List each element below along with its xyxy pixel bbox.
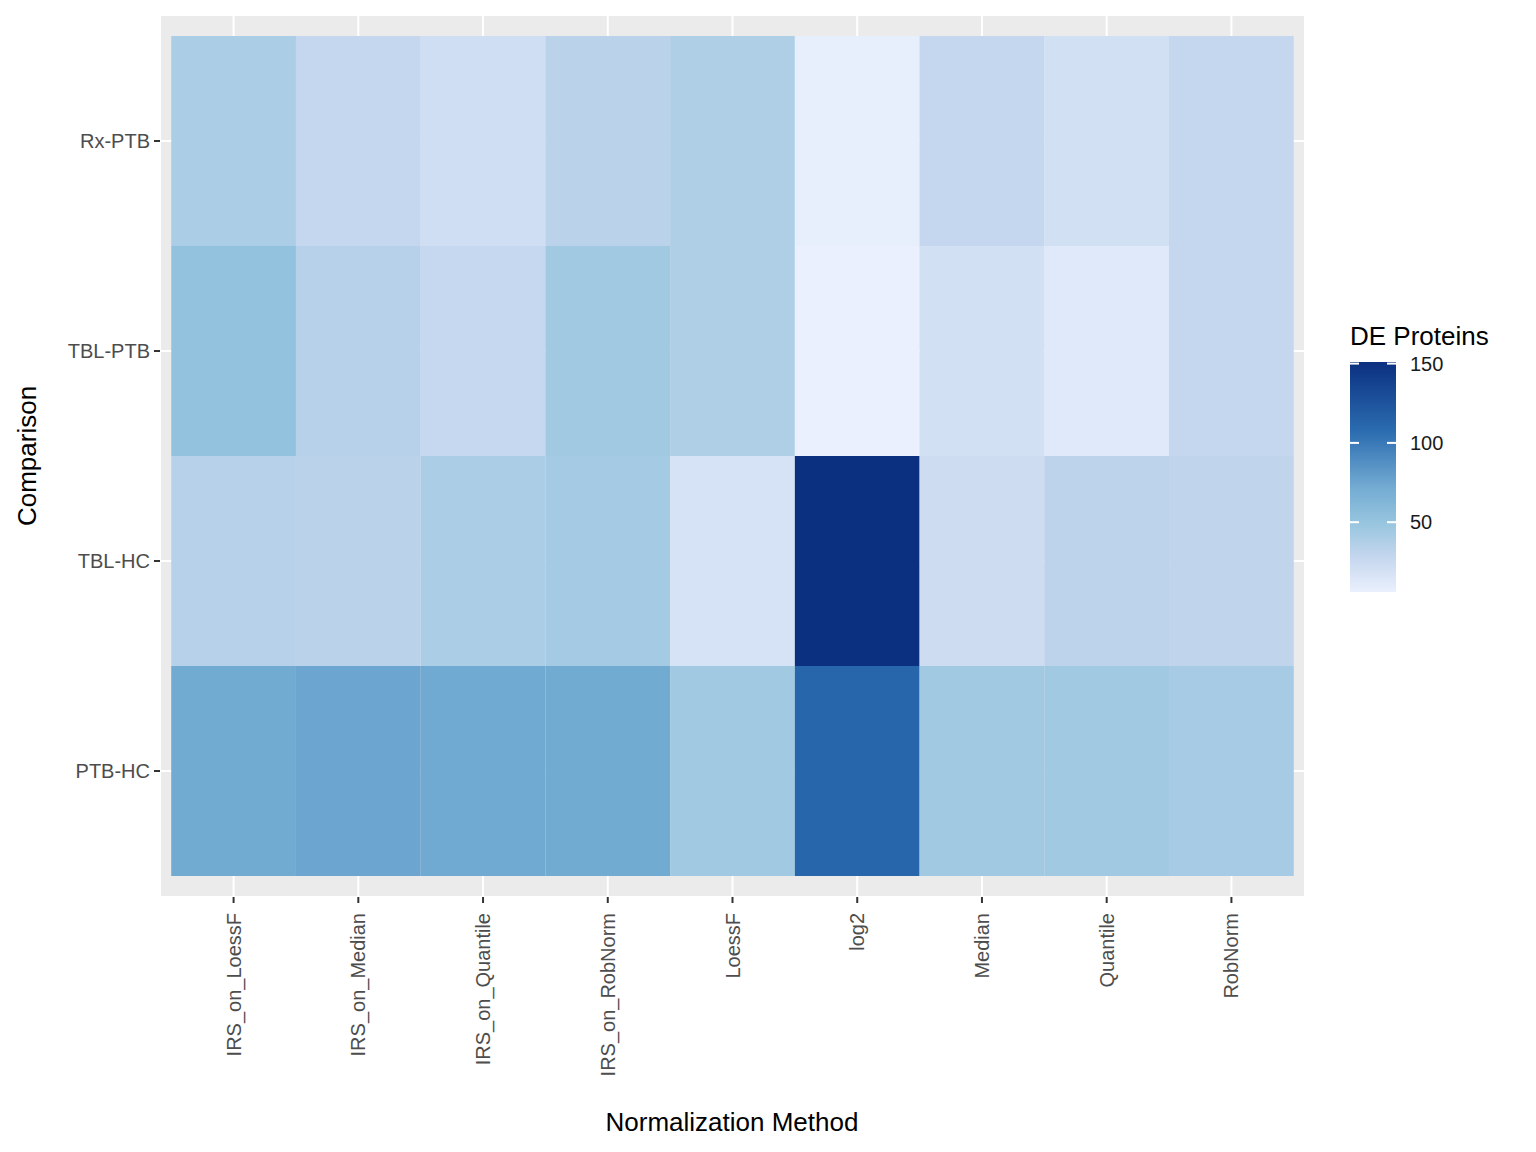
svg-text:50: 50	[1410, 511, 1432, 533]
svg-text:log2: log2	[846, 913, 868, 951]
svg-text:PTB-HC: PTB-HC	[76, 760, 150, 782]
svg-text:LoessF: LoessF	[722, 913, 744, 979]
svg-text:Normalization Method: Normalization Method	[606, 1107, 859, 1137]
svg-text:IRS_on_Median: IRS_on_Median	[347, 913, 370, 1056]
svg-text:RobNorm: RobNorm	[1220, 913, 1242, 999]
svg-text:IRS_on_Quantile: IRS_on_Quantile	[472, 913, 495, 1065]
svg-text:DE Proteins: DE Proteins	[1350, 321, 1489, 351]
svg-text:Rx-PTB: Rx-PTB	[80, 130, 150, 152]
svg-text:IRS_on_RobNorm: IRS_on_RobNorm	[597, 913, 620, 1076]
svg-text:IRS_on_LoessF: IRS_on_LoessF	[223, 913, 246, 1056]
svg-text:100: 100	[1410, 432, 1443, 454]
svg-text:Comparison: Comparison	[12, 386, 42, 526]
svg-text:Quantile: Quantile	[1096, 913, 1118, 988]
svg-text:TBL-PTB: TBL-PTB	[68, 340, 150, 362]
svg-text:150: 150	[1410, 353, 1443, 375]
svg-text:TBL-HC: TBL-HC	[78, 550, 150, 572]
svg-text:Median: Median	[971, 913, 993, 979]
